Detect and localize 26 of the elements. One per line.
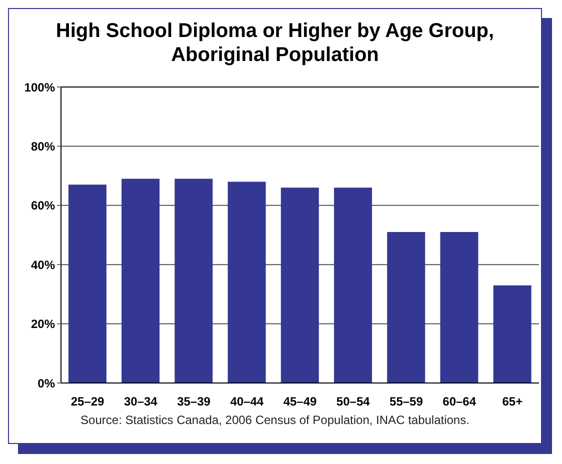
- x-tick-label: 60–64: [442, 394, 476, 409]
- bar: [387, 232, 426, 383]
- bar: [122, 178, 160, 383]
- source-note: Source: Statistics Canada, 2006 Census of Population, INAC tabulations.: [80, 413, 470, 427]
- x-tick-label: 30–34: [124, 394, 158, 409]
- bar: [334, 188, 372, 383]
- y-tick-label: 0%: [38, 376, 56, 390]
- bar: [228, 182, 266, 383]
- bar: [174, 178, 213, 383]
- x-tick-label: 45–49: [283, 394, 318, 409]
- x-tick-label: 25–29: [70, 394, 105, 409]
- y-tick-label: 60%: [30, 198, 56, 213]
- y-tick-label: 100%: [24, 80, 56, 94]
- x-tick-label: 65+: [502, 394, 523, 409]
- bar: [68, 184, 106, 383]
- y-tick-label: 40%: [30, 258, 56, 272]
- x-tick-label: 40–44: [230, 394, 264, 409]
- bar: [493, 285, 532, 383]
- x-tick-label: 50–54: [336, 394, 370, 409]
- x-tick-label: 55–59: [390, 394, 424, 409]
- bar: [440, 232, 478, 383]
- y-tick-label: 80%: [30, 139, 56, 154]
- bar: [280, 188, 319, 383]
- chart-title: High School Diploma or Higher by Age Group, Aboriginal Population: [54, 19, 496, 67]
- y-tick-label: 20%: [30, 317, 56, 332]
- x-tick-label: 35–39: [177, 394, 211, 409]
